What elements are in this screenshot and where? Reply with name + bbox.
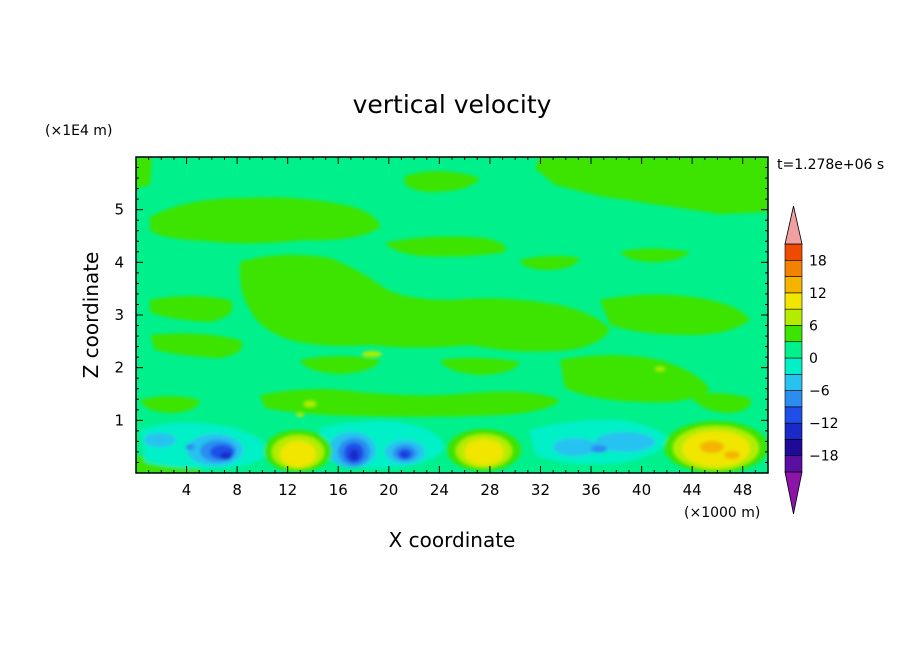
contour-patch (520, 255, 580, 270)
x-tick-label: 24 (430, 481, 449, 499)
contour-patch (401, 453, 407, 457)
contour-patch (150, 333, 243, 358)
contour-patch (362, 351, 382, 357)
contour-patch (591, 445, 607, 453)
contour-patch (304, 401, 316, 407)
colorbar-bin (784, 390, 803, 408)
y-tick-label: 4 (114, 253, 124, 271)
x-tick-label: 8 (232, 481, 242, 499)
colorbar: −18 −12 −6 0 6 12 18 (784, 205, 839, 515)
colorbar-tick-label: 0 (809, 351, 818, 367)
contour-patch (280, 441, 316, 467)
contour-patch (150, 197, 380, 244)
colorbar-bin (784, 439, 803, 457)
x-axis-ticks: 4 8 12 16 20 24 28 32 36 40 44 48 (148, 157, 756, 499)
y-unit-label: (×1E4 m) (45, 123, 112, 139)
contour-patch (300, 356, 380, 374)
x-unit-label: (×1000 m) (684, 505, 760, 521)
x-tick-label: 4 (182, 481, 192, 499)
y-tick-label: 2 (114, 359, 124, 377)
y-tick-label: 5 (114, 201, 124, 219)
contour-patch (239, 254, 610, 352)
lower-deep-blue-cores (220, 449, 407, 461)
contour-patch (140, 396, 200, 413)
contour-patch (385, 236, 506, 257)
contour-patch (144, 433, 176, 447)
x-tick-label: 36 (581, 481, 600, 499)
contour-patch (620, 248, 690, 262)
plot-area (136, 157, 768, 473)
colorbar-bin (784, 406, 803, 424)
contour-patch (150, 296, 233, 322)
upper-green-patches (136, 157, 768, 473)
colorbar-tick-label: −18 (809, 449, 839, 465)
contour-patch (690, 393, 751, 413)
contour-patch (560, 355, 710, 403)
colorbar-under-triangle (784, 471, 803, 515)
x-tick-label: 20 (379, 481, 398, 499)
colorbar-bin (784, 243, 803, 261)
colorbar-bin (784, 357, 803, 375)
y-tick-label: 1 (114, 411, 124, 429)
colorbar-tick-label: −6 (809, 384, 830, 400)
contour-patch (464, 439, 504, 465)
x-tick-label: 28 (480, 481, 499, 499)
contour-patch (136, 157, 152, 188)
colorbar-bin (784, 325, 803, 343)
colorbar-over-triangle (784, 205, 803, 245)
lower-gold-cores (700, 441, 740, 459)
y-tick-label: 3 (114, 306, 124, 324)
contour-patch (655, 367, 665, 371)
colorbar-bin (784, 455, 803, 473)
chart-title: vertical velocity (353, 90, 552, 119)
colorbar-tick-label: −12 (809, 416, 839, 432)
colorbar-bin (784, 276, 803, 294)
x-tick-label: 16 (329, 481, 348, 499)
colorbar-bin (784, 422, 803, 440)
contour-field (136, 157, 768, 473)
colorbar-bin (784, 341, 803, 359)
x-tick-label: 48 (733, 481, 752, 499)
contour-patch (185, 444, 195, 450)
x-axis-label: X coordinate (389, 528, 516, 552)
contour-patch (296, 413, 304, 417)
y-axis-label: Z coordinate (79, 252, 103, 379)
colorbar-tick-label: 6 (809, 318, 818, 334)
contour-patch (220, 452, 232, 460)
x-tick-label: 40 (632, 481, 651, 499)
contour-patch (349, 449, 359, 461)
x-tick-label: 12 (278, 481, 297, 499)
time-label: t=1.278e+06 s (777, 157, 884, 173)
contour-patch (404, 170, 480, 192)
colorbar-tick-label: 18 (809, 253, 827, 269)
colorbar-tick-label: 12 (809, 286, 827, 302)
contour-patch (535, 157, 768, 214)
colorbar-bin (784, 292, 803, 310)
x-tick-label: 32 (531, 481, 550, 499)
x-tick-label: 44 (683, 481, 702, 499)
contour-patch (260, 389, 560, 417)
contour-patch (700, 441, 724, 453)
contour-patch (440, 357, 520, 375)
contour-patch (553, 438, 597, 456)
upper-yellow-dots (296, 351, 665, 417)
colorbar-bin (784, 308, 803, 326)
contour-patch (595, 432, 655, 452)
y-axis-ticks: 1 2 3 4 5 (114, 167, 768, 463)
colorbar-bin (784, 373, 803, 391)
contour-patch (724, 451, 740, 459)
contour-patch (600, 294, 750, 335)
colorbar-bin (784, 259, 803, 277)
